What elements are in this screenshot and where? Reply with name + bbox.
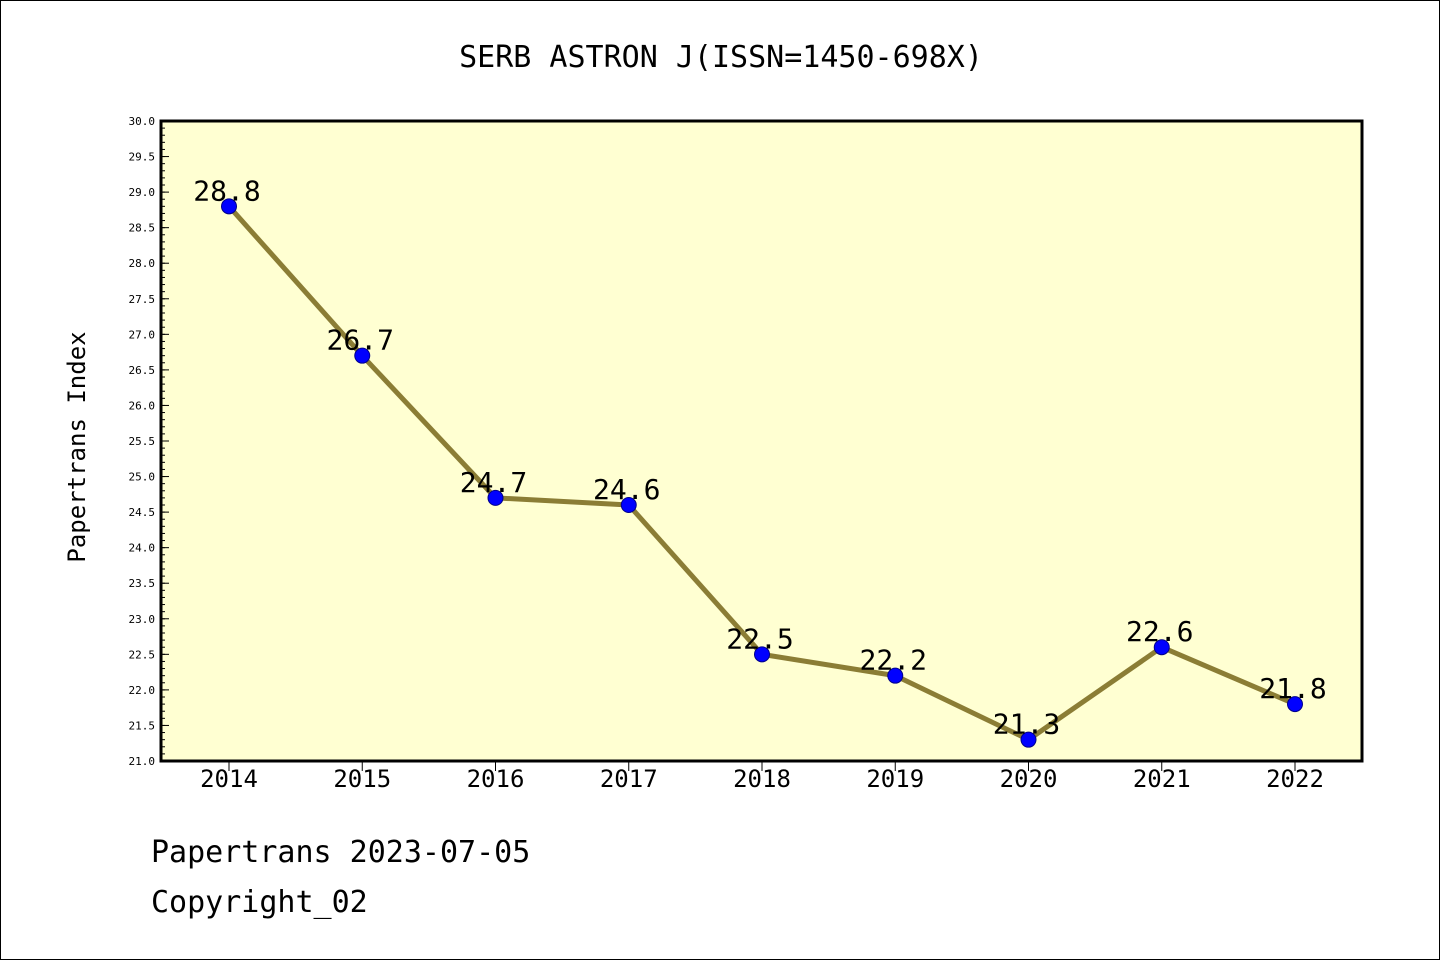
y-tick-label: 26.5: [129, 364, 156, 377]
x-tick-label: 2014: [200, 765, 258, 793]
y-tick-label: 21.5: [129, 719, 156, 732]
y-tick-label: 25.0: [129, 471, 156, 484]
y-tick-label: 24.5: [129, 506, 156, 519]
data-label: 22.5: [726, 622, 793, 655]
x-tick-label: 2016: [467, 765, 525, 793]
y-tick-label: 26.0: [129, 399, 156, 412]
y-tick-label: 21.0: [129, 755, 156, 768]
y-tick-label: 30.0: [129, 115, 156, 128]
y-axis: 21.0 21.5 22.0 22.5 23.0 23.5 24.0 24.5 25.0 25.5…: [129, 115, 169, 768]
data-label: 21.8: [1259, 672, 1326, 705]
data-point: [487, 489, 504, 506]
footer-date-line: Papertrans 2023-07-05: [151, 835, 531, 870]
data-point: [221, 198, 237, 215]
y-tick-label: 23.0: [129, 613, 156, 626]
x-tick-label: 2020: [1000, 765, 1058, 793]
series-layer: [221, 198, 1303, 748]
plot-area: [159, 119, 1364, 763]
x-tick-label: 2017: [600, 765, 658, 793]
y-tick-label: 28.5: [129, 222, 156, 235]
data-label-layer: 28.8 26.7 24.7 24.6 22.5 22.2 21.3 22.6 21.8: [193, 174, 1326, 740]
x-tick-label: 2022: [1266, 765, 1324, 793]
data-point: [620, 497, 637, 513]
data-label: 26.7: [327, 324, 394, 357]
data-point: [754, 646, 770, 663]
data-point: [354, 347, 371, 364]
data-label: 24.7: [460, 466, 527, 499]
data-point: [1020, 731, 1037, 748]
y-tick-label: 29.0: [129, 186, 156, 199]
y-tick-label: 27.5: [129, 293, 156, 306]
x-tick-label: 2015: [333, 765, 391, 793]
y-tick-label: 27.0: [129, 328, 156, 341]
footer-copyright: Copyright_02: [151, 885, 368, 920]
data-label: 21.3: [993, 708, 1060, 741]
data-label: 22.2: [860, 644, 927, 677]
data-point: [1287, 696, 1303, 713]
y-tick-label: 24.0: [129, 542, 156, 555]
data-label: 24.6: [593, 473, 660, 506]
y-tick-label: 28.0: [129, 257, 156, 270]
data-point: [1153, 639, 1170, 656]
x-tick-label: 2018: [733, 765, 791, 793]
data-point: [887, 667, 904, 684]
y-tick-label: 25.5: [129, 435, 156, 448]
y-tick-label: 29.5: [129, 151, 156, 164]
y-axis-label: Papertrans Index: [63, 331, 91, 562]
x-tick-label: 2019: [866, 765, 924, 793]
data-label: 28.8: [193, 174, 260, 207]
x-tick-label: 2021: [1133, 765, 1191, 793]
x-axis: 2014 2015 2016 2017 2018 2019 2020 2021 2022: [200, 761, 1324, 793]
chart-title: SERB ASTRON J(ISSN=1450-698X): [459, 40, 983, 75]
y-tick-label: 23.5: [129, 577, 156, 590]
data-label: 22.6: [1126, 615, 1193, 648]
y-tick-label: 22.0: [129, 684, 156, 697]
y-tick-label: 22.5: [129, 648, 156, 661]
